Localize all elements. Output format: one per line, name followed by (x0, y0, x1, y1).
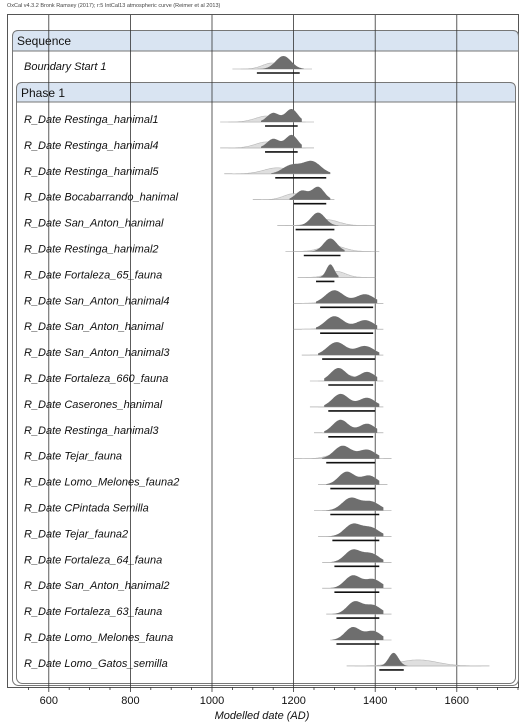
posterior-dist-item-17 (330, 549, 384, 563)
posterior-dist-item-12 (324, 419, 378, 433)
posterior-dist-item-15 (326, 497, 384, 511)
posterior-dist-item-14 (326, 471, 380, 485)
label-item-3: R_Date Bocabarrando_hanimal (24, 192, 179, 204)
label-item-0: R_Date Restinga_hanimal1 (24, 114, 159, 126)
sequence-header-band (12, 30, 519, 52)
posterior-dist-item-18 (330, 575, 384, 589)
phase-label: Phase 1 (21, 86, 65, 100)
label-item-11: R_Date Caserones_hanimal (24, 399, 163, 411)
posterior-dist-item-6 (312, 264, 339, 278)
x-tick-label-1600: 1600 (445, 695, 469, 707)
label-item-15: R_Date CPintada Semilla (24, 503, 149, 515)
label-item-12: R_Date Restinga_hanimal3 (24, 425, 159, 437)
label-item-18: R_Date San_Anton_hanimal2 (24, 580, 170, 592)
x-tick-label-1200: 1200 (281, 695, 305, 707)
posterior-dist-item-4 (291, 212, 339, 226)
posterior-dist-boundary (252, 56, 304, 69)
posterior-dist-item-13 (322, 445, 380, 459)
posterior-dist-item-9 (318, 342, 380, 356)
x-tick-label-1000: 1000 (200, 695, 224, 707)
posterior-dist-item-0 (261, 109, 302, 122)
label-item-6: R_Date Fortaleza_65_fauna (24, 269, 162, 281)
x-tick-label-800: 800 (121, 695, 139, 707)
label-item-8: R_Date San_Anton_hanimal (24, 321, 164, 333)
label-item-14: R_Date Lomo_Melones_fauna2 (24, 477, 179, 489)
label-item-21: R_Date Lomo_Gatos_semilla (24, 658, 168, 670)
distribution-rows: Boundary Start 1 R_Date Restinga_hanimal1… (24, 56, 490, 671)
label-item-4: R_Date San_Anton_hanimal (24, 218, 164, 230)
label-item-16: R_Date Tejar_fauna2 (24, 528, 128, 540)
label-item-9: R_Date San_Anton_hanimal3 (24, 347, 170, 359)
posterior-dist-item-1 (261, 134, 302, 148)
label-item-2: R_Date Restinga_hanimal5 (24, 166, 159, 178)
posterior-dist-item-3 (289, 186, 331, 200)
label-item-13: R_Date Tejar_fauna (24, 451, 122, 463)
label-item-20: R_Date Lomo_Melones_fauna (24, 632, 173, 644)
x-tick-label-1400: 1400 (363, 695, 387, 707)
posterior-dist-item-2 (271, 160, 331, 174)
posterior-dist-item-16 (328, 523, 384, 537)
label-item-10: R_Date Fortaleza_660_fauna (24, 373, 168, 385)
x-tick-label-600: 600 (40, 695, 58, 707)
label-item-19: R_Date Fortaleza_63_fauna (24, 606, 162, 618)
label-boundary: Boundary Start 1 (24, 61, 107, 73)
sequence-label: Sequence (17, 34, 71, 48)
phase-header-band (16, 82, 516, 103)
posterior-dist-item-10 (324, 368, 378, 381)
label-item-1: R_Date Restinga_hanimal4 (24, 140, 159, 152)
posterior-dist-item-5 (299, 238, 345, 252)
x-axis: 600 800 1000 1200 1400 1600 (27, 687, 519, 707)
x-axis-title: Modelled date (AD) (215, 710, 310, 722)
posterior-dist-item-20 (332, 627, 384, 640)
label-item-5: R_Date Restinga_hanimal2 (24, 244, 159, 256)
posterior-dist-item-8 (316, 316, 378, 330)
posterior-dist-item-21 (375, 652, 408, 666)
label-item-17: R_Date Fortaleza_64_fauna (24, 554, 162, 566)
posterior-dist-item-19 (332, 601, 384, 615)
oxcal-header-note: OxCal v4.3.2 Bronk Ramsey (2017); r:5 In… (7, 3, 221, 9)
label-item-7: R_Date San_Anton_hanimal4 (24, 295, 170, 307)
prior-dist-item-21 (354, 659, 482, 667)
posterior-dist-item-11 (324, 393, 380, 407)
posterior-dist-item-7 (316, 290, 378, 304)
